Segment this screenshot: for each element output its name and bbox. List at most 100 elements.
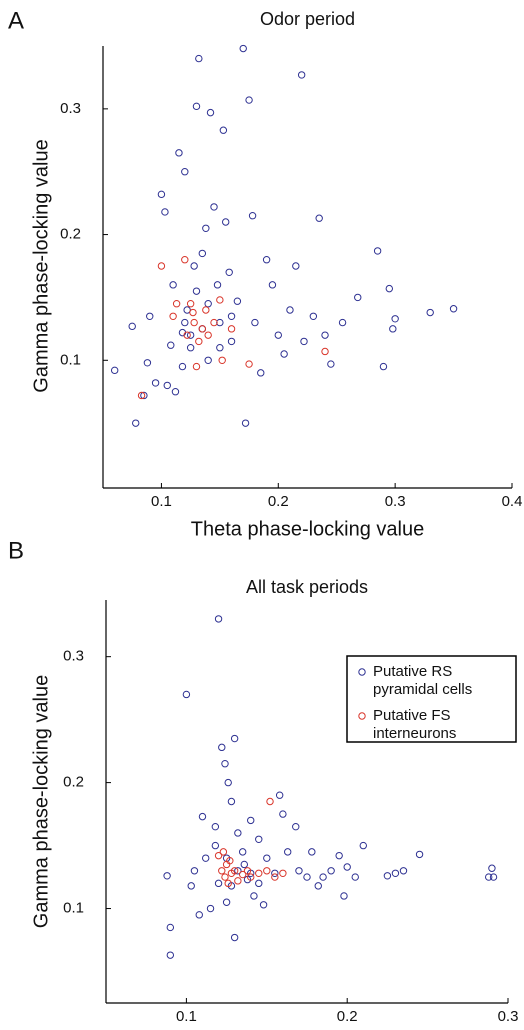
chart-title: Odor period: [260, 9, 355, 29]
legend-box: [346, 655, 517, 743]
x-tick-label: 0.4: [502, 493, 523, 510]
data-point: [354, 293, 362, 302]
data-point: [308, 848, 316, 856]
x-tick-label: 0.2: [337, 1008, 358, 1025]
data-point: [321, 331, 329, 339]
data-point: [373, 247, 382, 255]
data-point: [206, 904, 215, 913]
data-point: [167, 341, 175, 349]
data-point: [233, 297, 242, 305]
data-point: [190, 262, 198, 270]
data-point: [250, 892, 258, 900]
data-point: [255, 879, 263, 888]
data-point: [255, 869, 263, 877]
data-point: [214, 879, 223, 888]
data-point: [274, 331, 282, 339]
data-point: [218, 867, 226, 875]
data-point: [263, 867, 271, 875]
data-point: [262, 256, 271, 264]
data-point: [210, 318, 218, 327]
data-point: [327, 360, 335, 368]
data-point: [275, 791, 284, 799]
data-point: [204, 356, 212, 364]
data-point: [216, 296, 224, 304]
data-point: [238, 848, 247, 856]
y-tick-label: 0.3: [63, 648, 84, 665]
data-point: [251, 318, 259, 327]
data-point: [219, 848, 228, 856]
data-point: [257, 369, 265, 377]
y-axis-label: Gamma phase-locking value: [30, 675, 52, 928]
data-point: [485, 873, 493, 881]
data-point: [186, 300, 195, 308]
data-point: [426, 308, 434, 317]
data-point: [240, 860, 248, 869]
data-point: [259, 901, 268, 909]
y-tick-label: 0.2: [60, 226, 81, 243]
data-point: [221, 873, 229, 881]
data-point: [143, 359, 152, 367]
data-point: [202, 224, 210, 232]
data-point: [128, 322, 136, 331]
data-point: [385, 284, 393, 293]
data-point: [190, 867, 199, 875]
panel-label: B: [8, 537, 24, 564]
data-point: [221, 760, 229, 768]
data-point: [319, 873, 327, 881]
data-point: [181, 168, 189, 176]
data-point: [157, 262, 166, 270]
data-point: [383, 872, 392, 880]
data-point: [140, 391, 148, 400]
data-point: [247, 873, 255, 881]
data-point: [219, 126, 228, 134]
data-point: [198, 249, 207, 258]
data-point: [230, 933, 239, 942]
data-point: [132, 419, 140, 427]
data-point: [292, 262, 300, 270]
data-point: [195, 337, 203, 346]
data-point: [359, 841, 367, 850]
data-point: [248, 212, 257, 220]
data-point: [202, 306, 210, 314]
data-point: [245, 96, 253, 104]
data-point: [351, 873, 359, 881]
y-tick-label: 0.3: [60, 100, 81, 117]
data-point: [214, 851, 223, 860]
y-tick-label: 0.2: [63, 774, 84, 791]
data-point: [300, 337, 308, 346]
data-point: [157, 190, 166, 199]
data-point: [234, 867, 242, 875]
data-point: [204, 300, 212, 308]
data-point: [163, 381, 171, 390]
data-point: [137, 391, 146, 400]
legend-entry: Putative FS interneurons: [373, 707, 456, 742]
data-point: [268, 281, 277, 289]
data-point: [239, 44, 247, 53]
legend-label: Putative RS pyramidal cells: [373, 663, 473, 698]
x-tick-label: 0.3: [385, 493, 406, 510]
data-point: [224, 778, 232, 787]
data-point: [201, 854, 210, 862]
data-point: [286, 306, 294, 314]
data-point: [195, 54, 203, 63]
data-point: [189, 308, 197, 317]
data-point: [192, 287, 201, 295]
data-point: [218, 743, 226, 752]
data-point: [192, 102, 201, 111]
x-axis-label: Theta phase-locking value: [191, 518, 424, 540]
data-point: [225, 268, 233, 276]
data-point: [226, 856, 234, 865]
legend-marker: [358, 712, 366, 720]
data-point: [204, 331, 212, 339]
data-point: [146, 312, 154, 320]
data-point: [238, 870, 247, 879]
x-tick-label: 0.2: [268, 493, 289, 510]
x-tick-label: 0.1: [151, 493, 172, 510]
data-point: [216, 344, 224, 352]
data-point: [263, 854, 271, 862]
data-point: [338, 318, 347, 327]
data-point: [271, 873, 279, 881]
data-point: [227, 337, 236, 346]
data-point: [227, 325, 236, 333]
